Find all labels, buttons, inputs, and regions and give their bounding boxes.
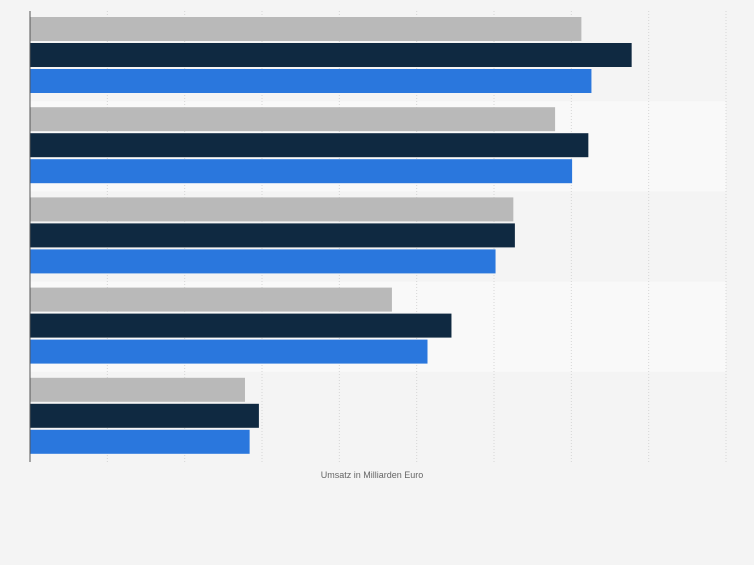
bar	[30, 17, 582, 41]
bar	[30, 313, 452, 338]
bar	[30, 107, 556, 132]
bar	[30, 339, 428, 364]
x-axis-title: Umsatz in Milliarden Euro	[321, 470, 424, 480]
bars	[30, 17, 632, 454]
bar	[30, 43, 632, 67]
bar	[30, 403, 259, 428]
bar	[30, 249, 496, 274]
bar	[30, 133, 589, 158]
bar	[30, 159, 573, 184]
bar	[30, 377, 245, 402]
bar	[30, 429, 250, 454]
bar	[30, 223, 515, 248]
bar	[30, 287, 392, 312]
bar	[30, 197, 514, 222]
bar	[30, 69, 592, 93]
